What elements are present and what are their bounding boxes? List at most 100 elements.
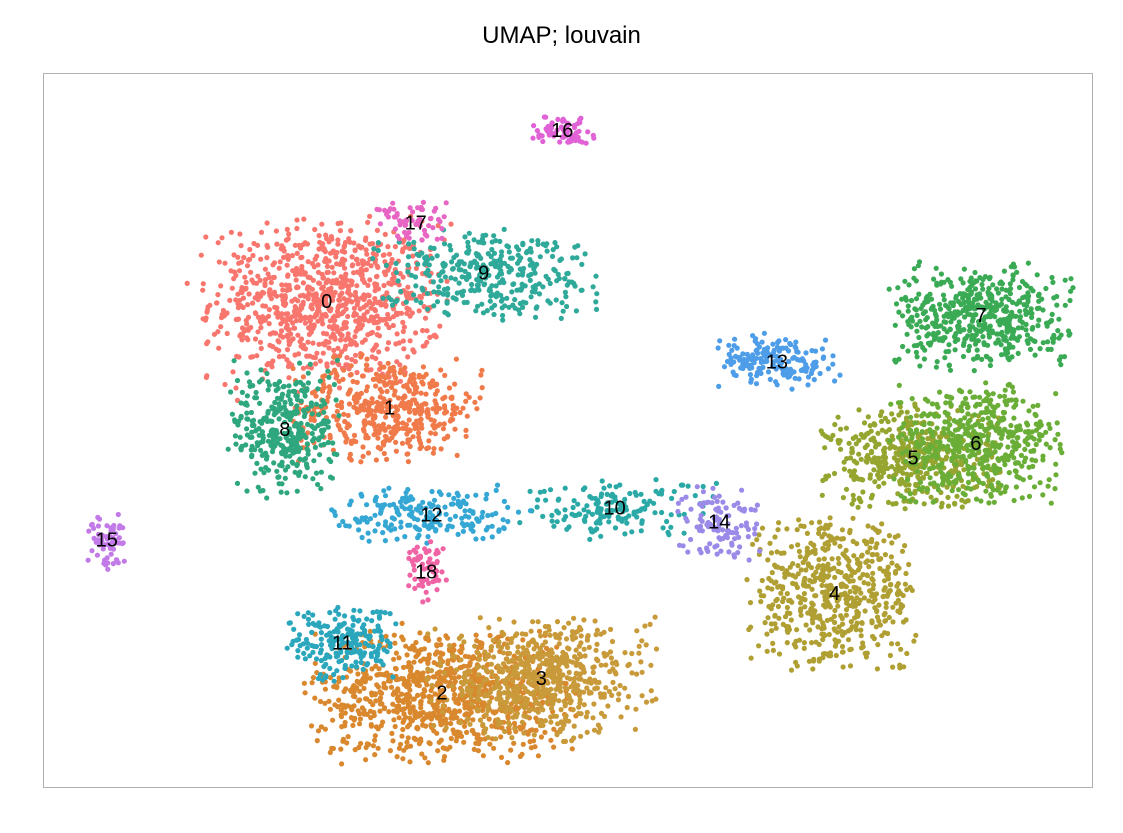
data-point — [569, 738, 575, 744]
data-point — [312, 695, 318, 701]
data-point — [271, 260, 278, 266]
data-point — [922, 459, 928, 466]
data-point — [434, 730, 440, 736]
data-point — [351, 687, 357, 693]
data-point — [999, 329, 1005, 335]
data-point — [286, 327, 292, 333]
data-point — [410, 397, 416, 403]
data-point — [343, 301, 349, 307]
data-point — [877, 622, 884, 628]
data-point — [283, 282, 289, 288]
data-point — [967, 278, 973, 284]
data-point — [441, 754, 448, 760]
data-point — [991, 499, 997, 505]
data-point — [364, 384, 370, 390]
data-point — [312, 299, 318, 305]
data-point — [870, 436, 876, 442]
data-point — [359, 352, 365, 358]
data-point — [389, 276, 395, 282]
data-point — [262, 282, 268, 289]
data-point — [769, 628, 775, 634]
data-point — [513, 704, 519, 710]
data-point — [430, 378, 436, 384]
data-point — [1030, 403, 1036, 409]
data-point — [978, 295, 984, 301]
data-point — [980, 466, 986, 472]
data-point — [358, 390, 364, 396]
data-point — [456, 635, 462, 642]
data-point — [283, 311, 289, 317]
data-point — [491, 654, 497, 660]
data-point — [954, 493, 960, 499]
data-point — [885, 630, 891, 637]
data-point — [874, 666, 881, 672]
data-point — [286, 375, 292, 381]
data-point — [788, 617, 794, 623]
data-point — [374, 404, 380, 410]
data-point — [796, 517, 802, 523]
data-point — [956, 319, 962, 325]
data-point — [198, 252, 204, 258]
data-point — [383, 302, 389, 308]
data-point — [900, 441, 907, 447]
data-point — [944, 393, 950, 399]
data-point — [353, 311, 359, 318]
data-point — [905, 348, 911, 354]
data-point — [359, 272, 365, 278]
data-point — [437, 669, 443, 675]
data-point — [937, 443, 943, 449]
data-point — [881, 480, 887, 486]
data-point — [941, 297, 947, 303]
data-point — [1056, 316, 1062, 322]
data-point — [564, 654, 570, 660]
data-point — [294, 217, 300, 223]
data-point — [426, 438, 432, 444]
data-point — [322, 686, 328, 692]
data-point — [406, 387, 412, 393]
data-point — [864, 650, 870, 656]
data-point — [882, 610, 888, 617]
data-point — [888, 401, 894, 407]
data-point — [832, 627, 838, 633]
data-point — [560, 649, 566, 656]
data-point — [328, 288, 334, 294]
data-point — [437, 323, 443, 329]
data-point — [840, 649, 846, 655]
data-point — [235, 254, 241, 260]
data-point — [324, 331, 330, 337]
data-point — [786, 571, 792, 577]
data-point — [818, 525, 824, 531]
data-point — [986, 285, 992, 291]
data-point — [363, 247, 369, 253]
data-point — [996, 339, 1002, 345]
data-point — [409, 310, 415, 316]
data-point — [950, 448, 956, 454]
data-point — [952, 338, 958, 344]
data-point — [514, 711, 520, 717]
data-point — [642, 623, 648, 629]
data-point — [338, 337, 344, 343]
data-point — [850, 515, 856, 521]
data-point — [983, 488, 989, 494]
data-point — [965, 479, 972, 485]
data-point — [329, 236, 335, 242]
data-point — [870, 551, 876, 558]
data-point — [900, 592, 906, 599]
data-point — [371, 320, 377, 326]
data-point — [832, 643, 839, 649]
data-point — [241, 254, 247, 261]
data-point — [945, 503, 952, 509]
data-point — [336, 697, 342, 703]
data-point — [1052, 486, 1058, 492]
data-point — [495, 683, 501, 689]
data-point — [438, 446, 444, 452]
data-point — [937, 301, 943, 307]
data-point — [798, 606, 804, 612]
data-point — [276, 354, 282, 360]
data-point — [1005, 444, 1011, 450]
data-point — [264, 255, 270, 261]
data-point — [867, 588, 873, 594]
data-point — [286, 231, 292, 237]
data-point — [810, 666, 816, 672]
data-point — [400, 726, 406, 733]
